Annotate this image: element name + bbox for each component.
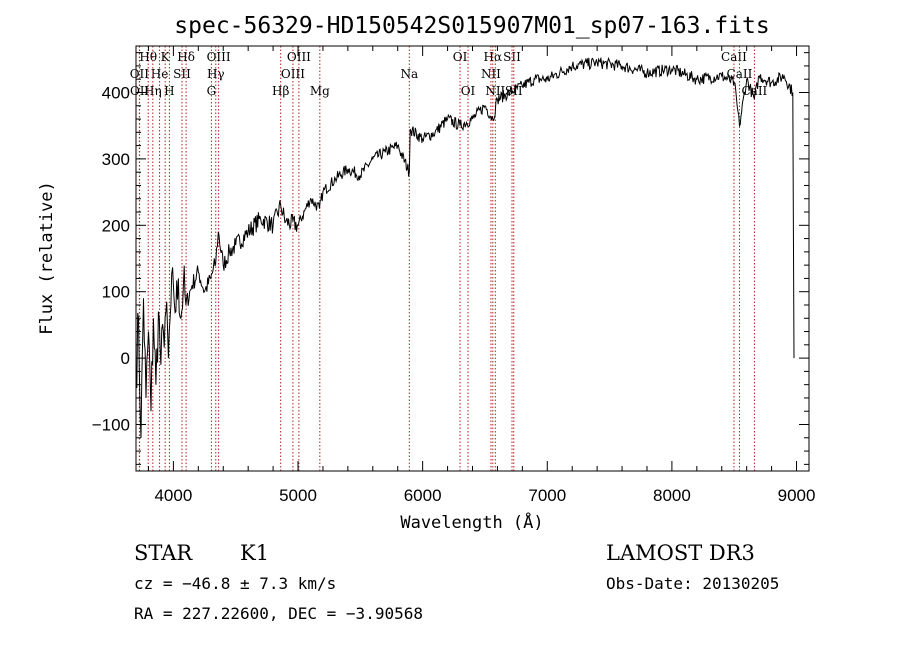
line-marker-label: SII — [503, 50, 521, 64]
line-marker-label: Hα — [484, 50, 503, 64]
x-tick-label: 6000 — [404, 486, 442, 505]
spectrum-series — [135, 56, 795, 438]
y-tick-label: 200 — [102, 216, 130, 235]
x-tick-label: 4000 — [154, 486, 192, 505]
line-marker-label: OII — [130, 84, 150, 98]
y-axis-label: Flux (relative) — [37, 181, 57, 335]
line-marker-label: OIII — [281, 67, 305, 81]
line-marker-label: Hγ — [207, 67, 225, 81]
line-marker-label: Hη — [144, 84, 162, 98]
line-marker-label: OIII — [207, 50, 231, 64]
x-tick-label: 9000 — [778, 486, 816, 505]
line-marker-label: K — [161, 50, 171, 64]
line-marker-label: OIII — [287, 50, 311, 64]
y-axis-ticks: −100 0 100 200 300 400 — [92, 52, 809, 465]
line-marker-label: SII — [173, 67, 191, 81]
line-marker-label: OI — [461, 84, 476, 98]
line-marker-label: He — [151, 67, 169, 81]
y-tick-label: 0 — [121, 349, 130, 368]
line-marker-label: CaII — [721, 50, 747, 64]
line-marker-label: Na — [400, 67, 418, 81]
spectrum-line — [135, 56, 795, 438]
line-marker-label: G — [207, 84, 217, 98]
line-marker-label: OI — [453, 50, 468, 64]
line-marker-label: CaII — [741, 84, 767, 98]
y-tick-label: 100 — [102, 283, 130, 302]
x-tick-label: 8000 — [653, 486, 691, 505]
plot-frame — [135, 45, 810, 472]
line-marker-label: H — [164, 84, 174, 98]
object-class: STAR — [134, 541, 193, 565]
x-tick-label: 5000 — [279, 486, 317, 505]
line-marker-label: Hθ — [139, 50, 157, 64]
y-tick-label: 400 — [102, 83, 130, 102]
line-marker-label: Mg — [310, 84, 330, 98]
y-tick-label: −100 — [92, 416, 130, 435]
line-marker-label: NII — [481, 67, 501, 81]
object-subclass: K1 — [240, 541, 269, 565]
x-axis-ticks: 4000 5000 6000 7000 8000 9000 — [147, 46, 816, 505]
x-tick-label: 7000 — [528, 486, 566, 505]
coordinates: RA = 227.22600, DEC = −3.90568 — [134, 604, 423, 623]
observation-date: Obs-Date: 20130205 — [606, 574, 779, 593]
survey-name: LAMOST DR3 — [606, 541, 755, 565]
x-axis-label: Wavelength (Å) — [400, 511, 543, 533]
redshift-cz: cz = −46.8 ± 7.3 km/s — [134, 574, 336, 593]
line-marker-label: Hδ — [177, 50, 195, 64]
y-tick-label: 300 — [102, 150, 130, 169]
line-marker-label: Hβ — [272, 84, 289, 98]
chart-title: spec-56329-HD150542S015907M01_sp07-163.f… — [174, 13, 769, 39]
